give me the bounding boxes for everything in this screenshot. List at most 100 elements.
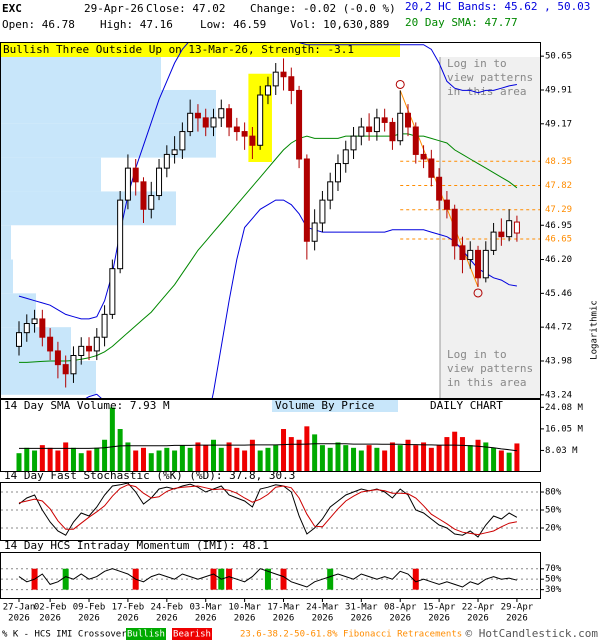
candle-body <box>498 231 505 238</box>
candle-body <box>187 112 194 133</box>
volume-bar <box>195 442 201 472</box>
candle-body <box>47 336 54 352</box>
signal-bar <box>62 568 69 590</box>
volume-bar <box>102 439 108 472</box>
candle-body <box>280 71 287 78</box>
login-note: in this area <box>447 376 526 389</box>
volume-bar <box>24 447 30 472</box>
candle-body <box>194 112 201 119</box>
volume-bar <box>491 447 497 472</box>
candle-body <box>428 158 435 178</box>
imi-frame <box>0 552 541 599</box>
indicator-line <box>18 484 517 536</box>
x-tick-label: 29-Apr <box>501 603 534 613</box>
candle-body <box>132 167 139 183</box>
x-tick-year: 2026 <box>39 614 61 624</box>
candle-body <box>210 117 217 128</box>
signal-bar <box>226 568 233 590</box>
candle-body <box>23 323 30 334</box>
signal-bar <box>327 568 334 590</box>
x-tick-year: 2026 <box>467 614 489 624</box>
volume-by-price-bar <box>1 56 161 90</box>
candle-body <box>31 318 38 325</box>
chart-label: DAILY CHART <box>430 399 503 412</box>
volume-bar <box>78 453 84 472</box>
pattern-banner-bg <box>1 43 400 57</box>
volume-bar <box>55 450 61 472</box>
x-tick-year: 2026 <box>117 614 139 624</box>
candle-body <box>70 354 77 375</box>
candle-body <box>272 71 279 87</box>
candle-body <box>459 245 466 261</box>
change: Change: -0.02 (-0.0 %) <box>250 2 396 15</box>
low: Low: 46.59 <box>200 18 266 31</box>
y-tick-label: 24.08 M <box>545 403 584 413</box>
volume-bar <box>109 407 115 472</box>
volume-bar <box>475 439 481 472</box>
volume-bar <box>226 442 232 472</box>
y-tick-label: 45.46 <box>545 289 572 299</box>
y-tick-label: 80% <box>545 488 562 498</box>
candle-body <box>451 208 458 247</box>
y-tick-label: 30% <box>545 585 562 595</box>
candle-body <box>342 149 349 165</box>
candle-body <box>124 167 131 201</box>
volume-bar <box>156 450 162 472</box>
x-tick-label: 24-Mar <box>306 603 339 613</box>
candle-body <box>490 231 497 251</box>
volume-bar <box>413 445 419 472</box>
x-tick-label: 10-Mar <box>228 603 261 613</box>
volume-bar <box>335 442 341 472</box>
pattern-marker <box>395 79 405 89</box>
x-tick-year: 2026 <box>234 614 256 624</box>
overlay-line <box>85 199 517 398</box>
legend-swatch <box>172 628 212 640</box>
candle-body <box>233 126 240 133</box>
price-frame <box>0 42 541 399</box>
volume-bar <box>436 445 442 472</box>
overlay-line <box>18 42 517 320</box>
x-tick-label: 31-Mar <box>345 603 378 613</box>
footer-crossover: % K - HCS IMI Crossover, <box>2 630 132 640</box>
candle-body <box>296 89 303 160</box>
volume-bar <box>351 447 357 472</box>
fib-label: 47.29 <box>545 205 572 215</box>
candle-body <box>381 117 388 123</box>
candle-body <box>366 126 373 133</box>
volume-bar <box>218 447 224 472</box>
y-tick-label: 49.91 <box>545 85 572 95</box>
y-tick-label: 50% <box>545 575 562 585</box>
candle-body <box>257 94 264 146</box>
y-tick-label: 43.24 <box>545 390 572 400</box>
candle-body <box>436 176 443 201</box>
y-tick-label: 50.65 <box>545 52 572 62</box>
login-note: Log in to <box>447 348 507 361</box>
legend-label: Bullish <box>127 630 165 640</box>
candle-body <box>397 112 404 142</box>
volume-bar <box>125 442 131 472</box>
pattern-banner: Bullish Three Outside Up on 13-Mar-26, S… <box>3 43 354 56</box>
fib-label: 46.65 <box>545 234 572 244</box>
login-note: Log in to <box>447 57 507 70</box>
candle-body <box>93 336 100 352</box>
candle-body <box>101 313 108 338</box>
candle-body <box>373 117 380 133</box>
volume-bar <box>164 447 170 472</box>
candle-body <box>288 76 295 91</box>
fib-label: 48.35 <box>545 157 572 167</box>
y-tick-label: 70% <box>545 564 562 574</box>
x-tick-year: 2026 <box>506 614 528 624</box>
symbol: EXC <box>2 2 22 15</box>
volume-bar <box>444 437 450 472</box>
volume-bar <box>421 442 427 472</box>
candle-body <box>148 195 155 210</box>
volume-bar <box>405 439 411 472</box>
panel-title: 14 Day SMA Volume: 7.93 M <box>4 399 170 412</box>
candle-body <box>226 108 233 128</box>
volume-bar <box>172 450 178 472</box>
x-tick-year: 2026 <box>8 614 30 624</box>
y-tick-label: 50% <box>545 506 562 516</box>
overlay-line <box>19 133 518 363</box>
date: 29-Apr-26 <box>84 2 144 15</box>
volume-bar <box>249 439 255 472</box>
